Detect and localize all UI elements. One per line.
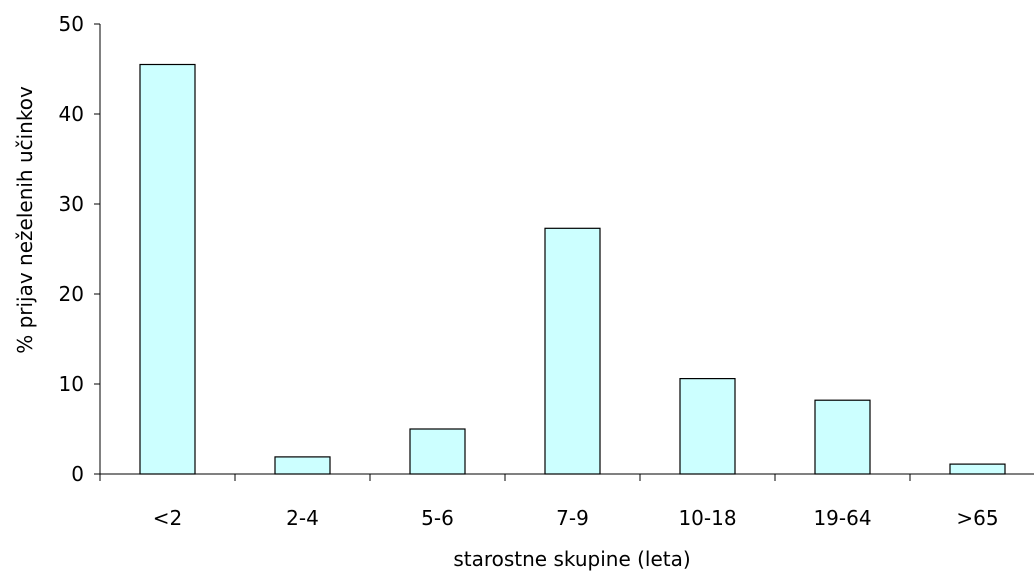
bar-<2 xyxy=(139,63,196,475)
bar-5-6 xyxy=(409,428,466,475)
bar-10-18 xyxy=(679,378,736,475)
bar-2-4 xyxy=(274,456,331,475)
axes-group xyxy=(99,24,1034,475)
bar-7-9 xyxy=(544,227,601,475)
y-tick-label: 0 xyxy=(71,462,84,486)
y-tick-label: 30 xyxy=(59,192,84,216)
y-tick-label: 50 xyxy=(59,12,84,36)
y-axis-title: % prijav neželenih učinkov xyxy=(13,86,37,354)
x-tick-label: 2-4 xyxy=(286,506,319,530)
y-ticks-group: 0 10 20 30 40 50 xyxy=(59,12,100,486)
x-tick-label: >65 xyxy=(956,506,998,530)
bar->65 xyxy=(949,463,1006,475)
x-tick-label: 10-18 xyxy=(678,506,736,530)
x-tick-label: 7-9 xyxy=(556,506,589,530)
x-tick-label: <2 xyxy=(153,506,182,530)
x-ticks-group: <2 2-4 5-6 7-9 10-18 19-64 >65 xyxy=(99,474,999,530)
bars-group xyxy=(139,63,1006,475)
y-tick-label: 10 xyxy=(59,372,84,396)
y-tick-label: 20 xyxy=(59,282,84,306)
x-tick-label: 19-64 xyxy=(813,506,871,530)
x-tick-label: 5-6 xyxy=(421,506,454,530)
x-axis-title: starostne skupine (leta) xyxy=(453,547,690,571)
y-tick-label: 40 xyxy=(59,102,84,126)
bar-19-64 xyxy=(814,399,871,475)
